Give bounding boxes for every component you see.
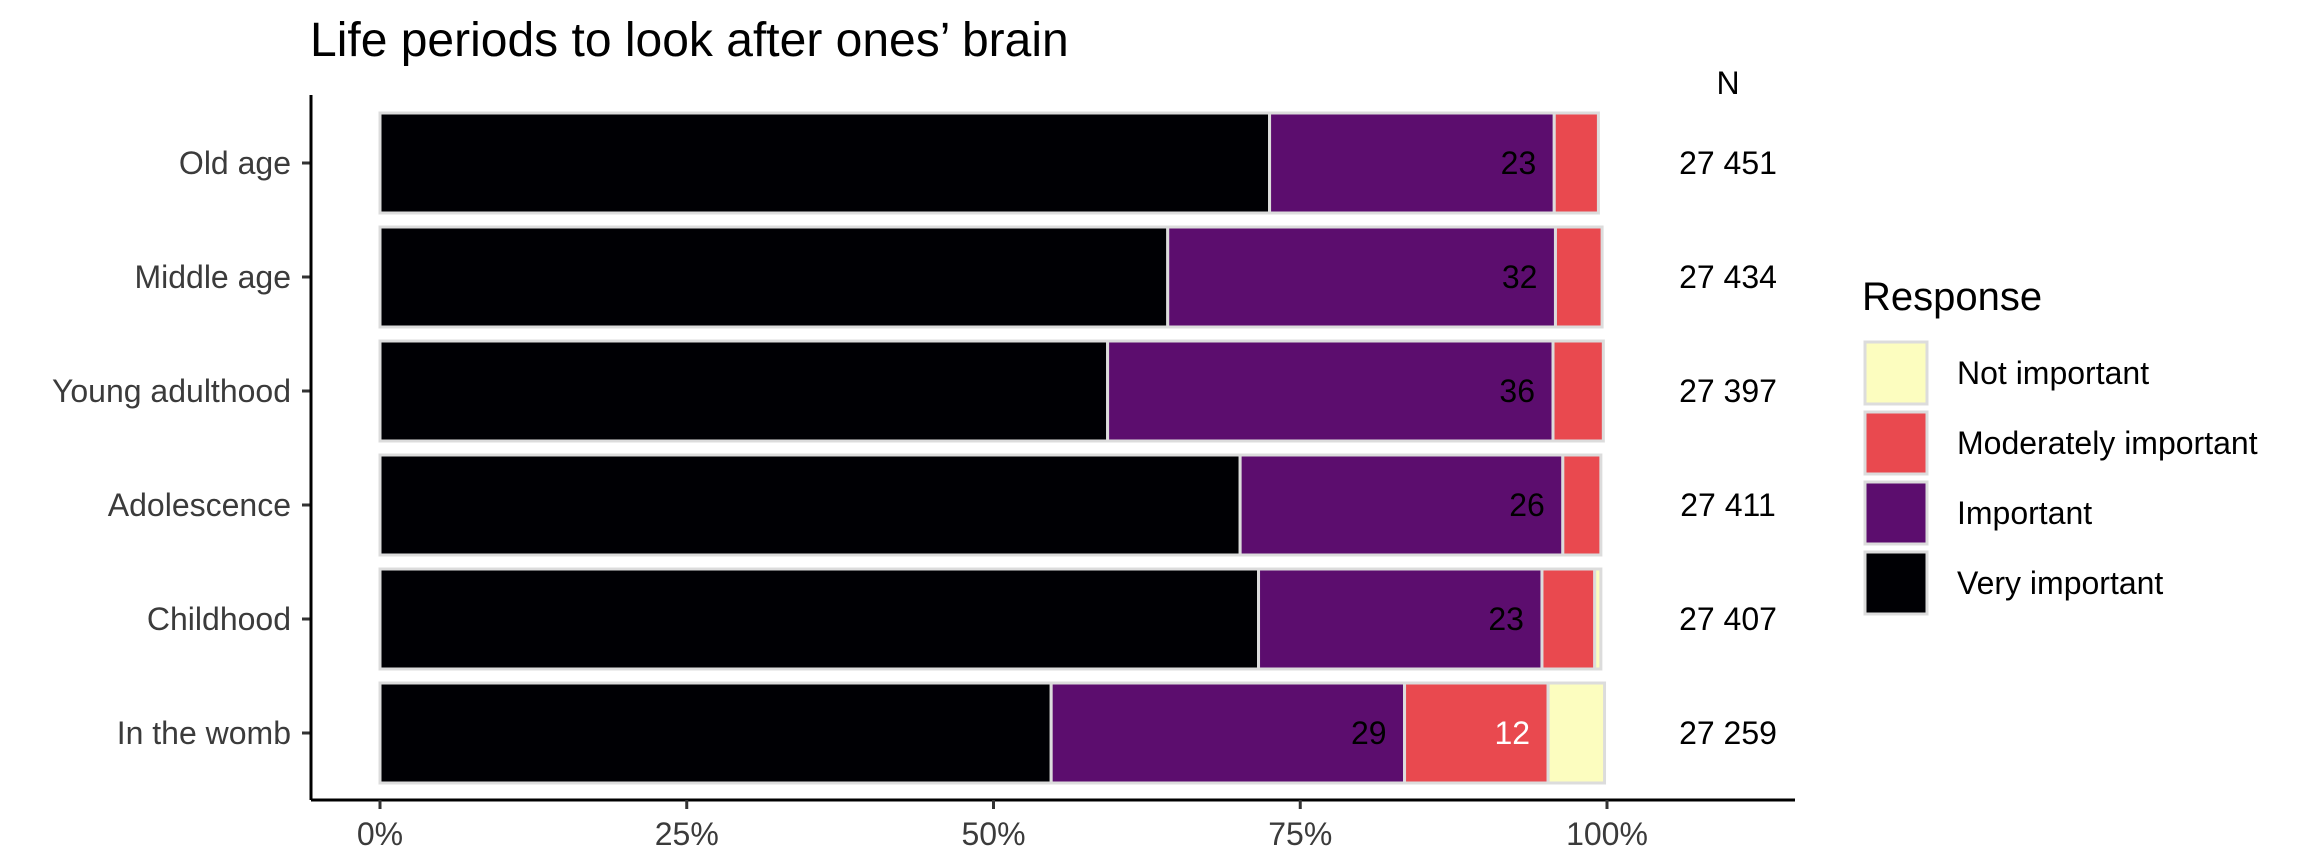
legend-key-important bbox=[1863, 480, 1929, 546]
x-tick-label: 50% bbox=[961, 816, 1025, 852]
data-label-young-adulthood-important: 36 bbox=[1499, 373, 1535, 409]
bar-middle-age-important bbox=[1166, 225, 1557, 329]
bar-adolescence-very-important bbox=[378, 453, 1242, 557]
data-label-middle-age-important: 32 bbox=[1502, 259, 1538, 295]
n-value-in-the-womb: 27 259 bbox=[1679, 715, 1777, 751]
legend-key-not-important bbox=[1863, 340, 1929, 406]
legend: Response Not important Moderately importa… bbox=[1862, 275, 2258, 616]
bar-old-age-very-important bbox=[378, 111, 1272, 215]
category-label-old-age: Old age bbox=[179, 145, 291, 181]
bar-middle-age-very-important bbox=[378, 225, 1170, 329]
n-column-header: N bbox=[1716, 65, 1739, 101]
category-label-young-adulthood: Young adulthood bbox=[52, 373, 291, 409]
data-label-adolescence-important: 26 bbox=[1509, 487, 1545, 523]
n-value-adolescence: 27 411 bbox=[1680, 487, 1776, 523]
data-label-in-the-womb-moderately-important: 12 bbox=[1495, 715, 1531, 751]
chart-title: Life periods to look after ones’ brain bbox=[310, 14, 1069, 67]
category-label-in-the-womb: In the womb bbox=[117, 715, 291, 751]
bar-childhood-very-important bbox=[378, 567, 1261, 671]
n-value-childhood: 27 407 bbox=[1679, 601, 1777, 637]
bar-middle-age-moderately-important bbox=[1553, 225, 1604, 329]
bar-adolescence-moderately-important bbox=[1561, 453, 1603, 557]
data-label-old-age-important: 23 bbox=[1501, 145, 1537, 181]
category-label-adolescence: Adolescence bbox=[108, 487, 291, 523]
bar-old-age-moderately-important bbox=[1552, 111, 1600, 215]
bar-in-the-womb-not-important bbox=[1546, 681, 1607, 785]
category-label-middle-age: Middle age bbox=[134, 259, 291, 295]
bar-adolescence-important bbox=[1238, 453, 1565, 557]
bar-in-the-womb-very-important bbox=[378, 681, 1053, 785]
legend-label-moderately-important: Moderately important bbox=[1957, 425, 2258, 461]
data-label-childhood-important: 23 bbox=[1488, 601, 1524, 637]
legend-label-very-important: Very important bbox=[1957, 565, 2163, 601]
legend-title: Response bbox=[1862, 275, 2042, 319]
bar-childhood-important bbox=[1257, 567, 1544, 671]
bar-young-adulthood-important bbox=[1106, 339, 1555, 443]
x-tick-label: 0% bbox=[357, 816, 403, 852]
x-tick-label: 25% bbox=[655, 816, 719, 852]
bar-in-the-womb-moderately-important bbox=[1403, 681, 1550, 785]
category-label-childhood: Childhood bbox=[147, 601, 291, 637]
data-label-in-the-womb-important: 29 bbox=[1351, 715, 1387, 751]
bar-childhood-not-important bbox=[1593, 567, 1603, 671]
legend-key-moderately-important bbox=[1863, 410, 1929, 476]
n-value-old-age: 27 451 bbox=[1679, 145, 1777, 181]
n-value-middle-age: 27 434 bbox=[1679, 259, 1777, 295]
legend-label-important: Important bbox=[1957, 495, 2092, 531]
legend-key-very-important bbox=[1863, 550, 1929, 616]
legend-label-not-important: Not important bbox=[1957, 355, 2149, 391]
x-tick-label: 100% bbox=[1566, 816, 1648, 852]
x-tick-label: 75% bbox=[1268, 816, 1332, 852]
bar-area: 23 32 36 26 23 29 12 bbox=[378, 111, 1607, 785]
n-value-young-adulthood: 27 397 bbox=[1679, 373, 1777, 409]
bar-old-age-important bbox=[1268, 111, 1556, 215]
bar-childhood-moderately-important bbox=[1540, 567, 1597, 671]
axes: Old age 27 451 Middle age 27 434 Young adult… bbox=[52, 95, 1795, 852]
bar-young-adulthood-moderately-important bbox=[1551, 339, 1605, 443]
bar-young-adulthood-very-important bbox=[378, 339, 1110, 443]
